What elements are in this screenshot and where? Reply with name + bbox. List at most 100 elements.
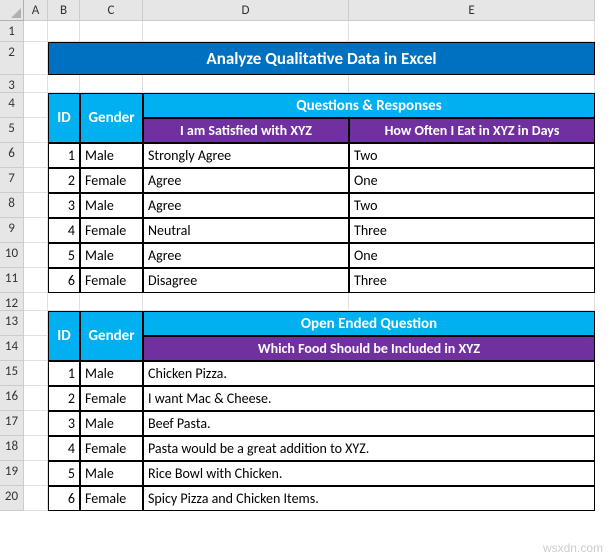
t1-gender: Female — [80, 168, 143, 193]
t1-a1: Agree — [143, 168, 349, 193]
t1-id: 3 — [48, 193, 80, 218]
row-header-13[interactable]: 13 — [0, 311, 24, 336]
cell — [24, 411, 48, 436]
cell — [24, 461, 48, 486]
cell — [24, 218, 48, 243]
t2-answer: I want Mac & Cheese. — [143, 386, 595, 411]
cell — [143, 293, 349, 311]
row-header-2[interactable]: 2 — [0, 42, 24, 75]
t2-answer: Rice Bowl with Chicken. — [143, 461, 595, 486]
t1-a1: Strongly Agree — [143, 143, 349, 168]
t2-answer: Beef Pasta. — [143, 411, 595, 436]
cell — [48, 75, 80, 93]
cell — [24, 436, 48, 461]
cell — [24, 118, 48, 143]
row-header-11[interactable]: 11 — [0, 268, 24, 293]
t1-a2: One — [349, 243, 595, 268]
cell — [24, 193, 48, 218]
row-header-12[interactable]: 12 — [0, 293, 24, 311]
t1-a1: Agree — [143, 193, 349, 218]
t2-answer: Spicy Pizza and Chicken Items. — [143, 486, 595, 511]
col-header-D[interactable]: D — [143, 0, 349, 21]
row-header-3[interactable]: 3 — [0, 75, 24, 93]
t1-a2: One — [349, 168, 595, 193]
t1-a2: Two — [349, 143, 595, 168]
t2-q1-header: Which Food Should be Included in XYZ — [143, 336, 595, 361]
row-header-8[interactable]: 8 — [0, 193, 24, 218]
row-header-10[interactable]: 10 — [0, 243, 24, 268]
t1-id: 2 — [48, 168, 80, 193]
t2-id: 5 — [48, 461, 80, 486]
cell — [24, 21, 48, 42]
cell — [143, 75, 349, 93]
row-header-16[interactable]: 16 — [0, 386, 24, 411]
cell — [24, 42, 48, 75]
t1-qr-header: Questions & Responses — [143, 93, 595, 118]
row-header-20[interactable]: 20 — [0, 486, 24, 511]
cell — [24, 361, 48, 386]
t1-q1-header: I am Satisfied with XYZ — [143, 118, 349, 143]
row-header-7[interactable]: 7 — [0, 168, 24, 193]
row-header-4[interactable]: 4 — [0, 93, 24, 118]
row-header-14[interactable]: 14 — [0, 336, 24, 361]
t2-gender: Female — [80, 386, 143, 411]
t1-a2: Three — [349, 218, 595, 243]
t2-gender: Male — [80, 361, 143, 386]
cell — [24, 293, 48, 311]
page-title: Analyze Qualitative Data in Excel — [48, 42, 595, 75]
t1-a2: Three — [349, 268, 595, 293]
col-header-E[interactable]: E — [349, 0, 595, 21]
cell — [24, 75, 48, 93]
t2-answer: Pasta would be a great addition to XYZ. — [143, 436, 595, 461]
t1-id: 6 — [48, 268, 80, 293]
cell — [349, 21, 595, 42]
t1-gender: Female — [80, 218, 143, 243]
t2-id: 1 — [48, 361, 80, 386]
t1-gender: Male — [80, 243, 143, 268]
t2-gender-header: Gender — [80, 311, 143, 361]
t1-id: 4 — [48, 218, 80, 243]
row-header-1[interactable]: 1 — [0, 21, 24, 42]
t2-id: 3 — [48, 411, 80, 436]
cell — [80, 75, 143, 93]
t1-id: 1 — [48, 143, 80, 168]
t1-gender: Male — [80, 193, 143, 218]
t2-id-header: ID — [48, 311, 80, 361]
t1-a1: Agree — [143, 243, 349, 268]
row-header-18[interactable]: 18 — [0, 436, 24, 461]
cell — [24, 268, 48, 293]
cell — [24, 486, 48, 511]
t1-id-header: ID — [48, 93, 80, 143]
row-header-6[interactable]: 6 — [0, 143, 24, 168]
row-header-19[interactable]: 19 — [0, 461, 24, 486]
t1-a1: Neutral — [143, 218, 349, 243]
cell — [80, 293, 143, 311]
t2-id: 4 — [48, 436, 80, 461]
cell — [48, 293, 80, 311]
row-header-15[interactable]: 15 — [0, 361, 24, 386]
t2-gender: Male — [80, 461, 143, 486]
t2-gender: Female — [80, 486, 143, 511]
t2-oeq-header: Open Ended Question — [143, 311, 595, 336]
t2-id: 2 — [48, 386, 80, 411]
row-header-9[interactable]: 9 — [0, 218, 24, 243]
t2-answer: Chicken Pizza. — [143, 361, 595, 386]
t2-id: 6 — [48, 486, 80, 511]
col-header-A[interactable]: A — [24, 0, 48, 21]
row-header-17[interactable]: 17 — [0, 411, 24, 436]
row-header-5[interactable]: 5 — [0, 118, 24, 143]
t1-a1: Disagree — [143, 268, 349, 293]
cell — [24, 143, 48, 168]
col-header-C[interactable]: C — [80, 0, 143, 21]
cell — [24, 311, 48, 336]
col-header-B[interactable]: B — [48, 0, 80, 21]
cell — [24, 336, 48, 361]
t1-q2-header: How Often I Eat in XYZ in Days — [349, 118, 595, 143]
t1-gender: Male — [80, 143, 143, 168]
t2-gender: Male — [80, 411, 143, 436]
select-all-corner[interactable] — [0, 0, 24, 21]
cell — [24, 243, 48, 268]
t1-id: 5 — [48, 243, 80, 268]
t1-gender: Female — [80, 268, 143, 293]
t1-a2: Two — [349, 193, 595, 218]
